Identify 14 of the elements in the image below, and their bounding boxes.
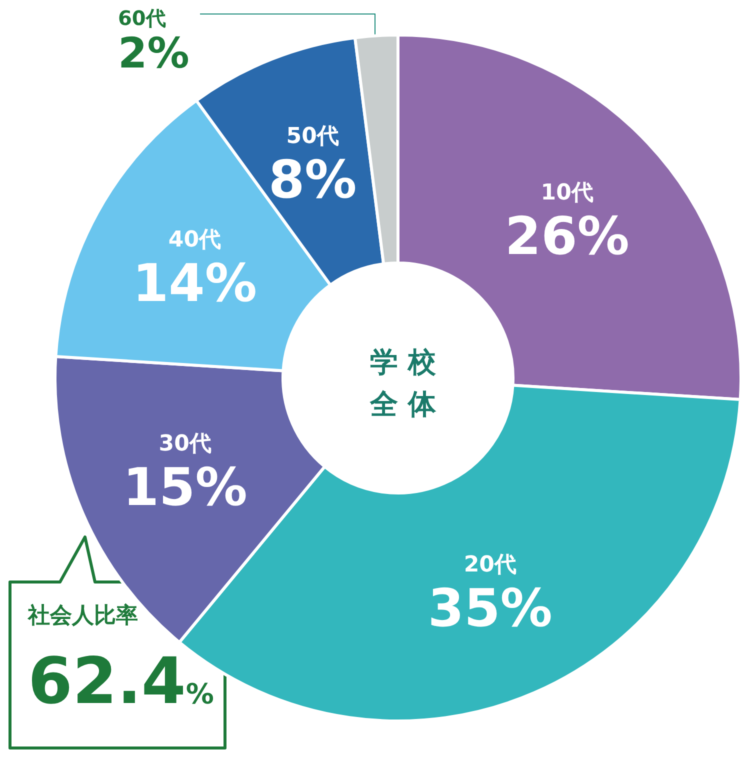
text: 社会人比率 62.4% — [27, 602, 214, 719]
data-label: 15% — [122, 458, 248, 518]
slice-label: 50代 — [286, 124, 339, 149]
slice-label: 40代 — [168, 228, 222, 253]
data-label: 8% — [268, 150, 357, 210]
text: 学 校全 体 — [369, 346, 437, 420]
data-label: 26% — [504, 207, 630, 268]
data-label: 2% — [118, 28, 190, 78]
data-label: 14% — [132, 254, 257, 314]
slice-label: 10代 — [540, 180, 594, 206]
slice-label: 60代 — [118, 6, 166, 30]
slice-label: 30代 — [158, 432, 212, 457]
slice-label: 20代 — [464, 552, 516, 578]
data-label: 35% — [428, 578, 552, 639]
